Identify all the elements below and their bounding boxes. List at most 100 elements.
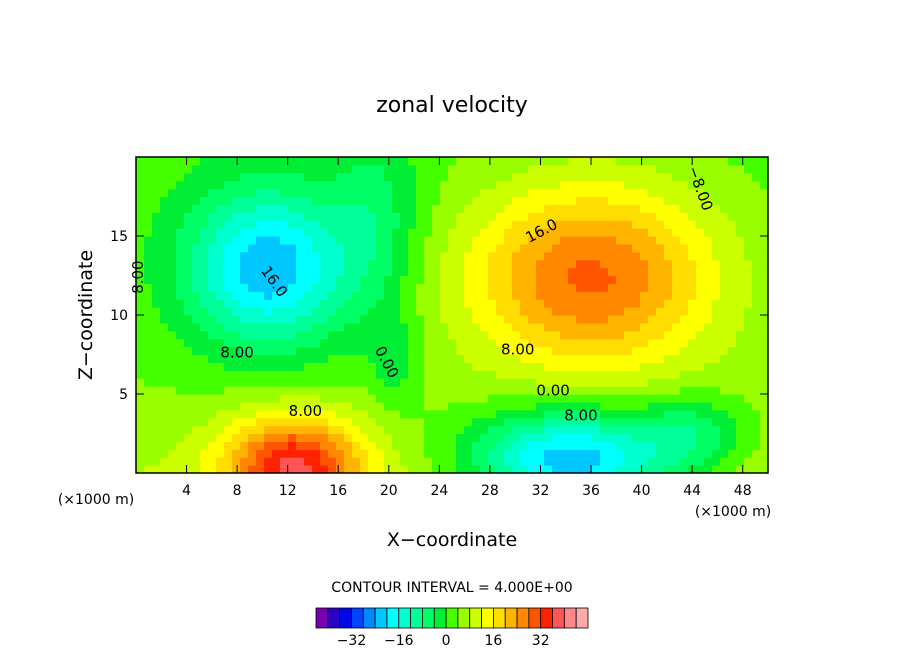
field-cell: [664, 243, 673, 253]
field-cell: [344, 307, 353, 316]
field-cell: [376, 425, 385, 435]
field-cell: [456, 259, 465, 269]
field-cell: [272, 330, 281, 340]
field-cell: [560, 212, 569, 221]
field-cell: [576, 259, 585, 269]
field-cell: [520, 291, 529, 300]
field-cell: [208, 283, 217, 292]
field-cell: [192, 259, 201, 269]
field-cell: [472, 172, 481, 182]
field-cell: [536, 204, 545, 213]
field-cell: [464, 299, 473, 308]
field-cell: [432, 157, 441, 166]
field-cell: [680, 433, 689, 442]
field-cell: [712, 354, 721, 363]
field-cell: [256, 275, 265, 284]
field-cell: [296, 275, 305, 284]
field-cell: [168, 386, 177, 395]
field-cell: [312, 259, 321, 269]
field-cell: [440, 283, 449, 292]
field-cell: [720, 204, 729, 213]
field-cell: [440, 188, 449, 198]
field-cell: [720, 267, 729, 277]
field-cell: [160, 188, 169, 198]
field-cell: [496, 251, 505, 261]
field-cell: [696, 204, 705, 213]
field-cell: [504, 299, 513, 308]
field-cell: [616, 204, 625, 213]
field-cell: [248, 322, 257, 332]
field-cell: [656, 283, 665, 292]
field-cell: [184, 394, 193, 403]
field-cell: [640, 307, 649, 316]
field-cell: [192, 188, 201, 198]
field-cell: [504, 307, 513, 316]
field-cell: [544, 307, 553, 316]
field-cell: [384, 188, 393, 198]
field-cell: [144, 228, 153, 237]
field-cell: [480, 236, 489, 245]
field-cell: [264, 204, 273, 213]
field-cell: [528, 354, 537, 363]
field-cell: [144, 322, 153, 332]
field-cell: [464, 267, 473, 277]
field-cell: [536, 362, 545, 371]
field-cell: [592, 362, 601, 371]
field-cell: [368, 243, 377, 253]
chart-title: zonal velocity: [376, 93, 528, 118]
field-cell: [600, 409, 609, 419]
field-cell: [608, 425, 617, 435]
field-cell: [752, 409, 761, 419]
field-cell: [272, 291, 281, 300]
field-cell: [304, 315, 313, 324]
field-cell: [416, 322, 425, 332]
field-cell: [432, 449, 441, 458]
field-cell: [712, 330, 721, 340]
field-cell: [736, 228, 745, 237]
field-cell: [512, 354, 521, 363]
field-cell: [216, 204, 225, 213]
field-cell: [424, 330, 433, 340]
field-cell: [680, 417, 689, 427]
field-cell: [200, 291, 209, 300]
field-cell: [704, 307, 713, 316]
field-cell: [256, 354, 265, 363]
field-cell: [288, 409, 297, 419]
field-cell: [312, 164, 321, 174]
field-cell: [696, 417, 705, 427]
field-cell: [680, 172, 689, 182]
field-cell: [752, 315, 761, 324]
field-cell: [728, 196, 737, 205]
field-cell: [712, 299, 721, 308]
field-cell: [200, 433, 209, 442]
field-cell: [224, 401, 233, 411]
field-cell: [480, 425, 489, 435]
field-cell: [536, 346, 545, 356]
field-cell: [664, 188, 673, 198]
field-cell: [272, 267, 281, 277]
field-cell: [368, 220, 377, 229]
field-cell: [400, 180, 409, 190]
plot-area: [136, 157, 768, 473]
field-cell: [736, 275, 745, 284]
field-cell: [344, 441, 353, 450]
field-cell: [560, 283, 569, 292]
field-cell: [360, 164, 369, 174]
field-cell: [584, 425, 593, 435]
field-cell: [184, 330, 193, 340]
field-cell: [376, 386, 385, 395]
field-cell: [600, 386, 609, 395]
field-cell: [592, 338, 601, 348]
field-cell: [528, 441, 537, 450]
field-cell: [328, 441, 337, 450]
field-cell: [720, 386, 729, 395]
field-cell: [512, 378, 521, 387]
field-cell: [696, 330, 705, 340]
field-cell: [480, 275, 489, 284]
field-cell: [304, 291, 313, 300]
field-cell: [320, 330, 329, 340]
field-cell: [704, 346, 713, 356]
field-cell: [232, 196, 241, 205]
field-cell: [376, 243, 385, 253]
field-cell: [248, 172, 257, 182]
